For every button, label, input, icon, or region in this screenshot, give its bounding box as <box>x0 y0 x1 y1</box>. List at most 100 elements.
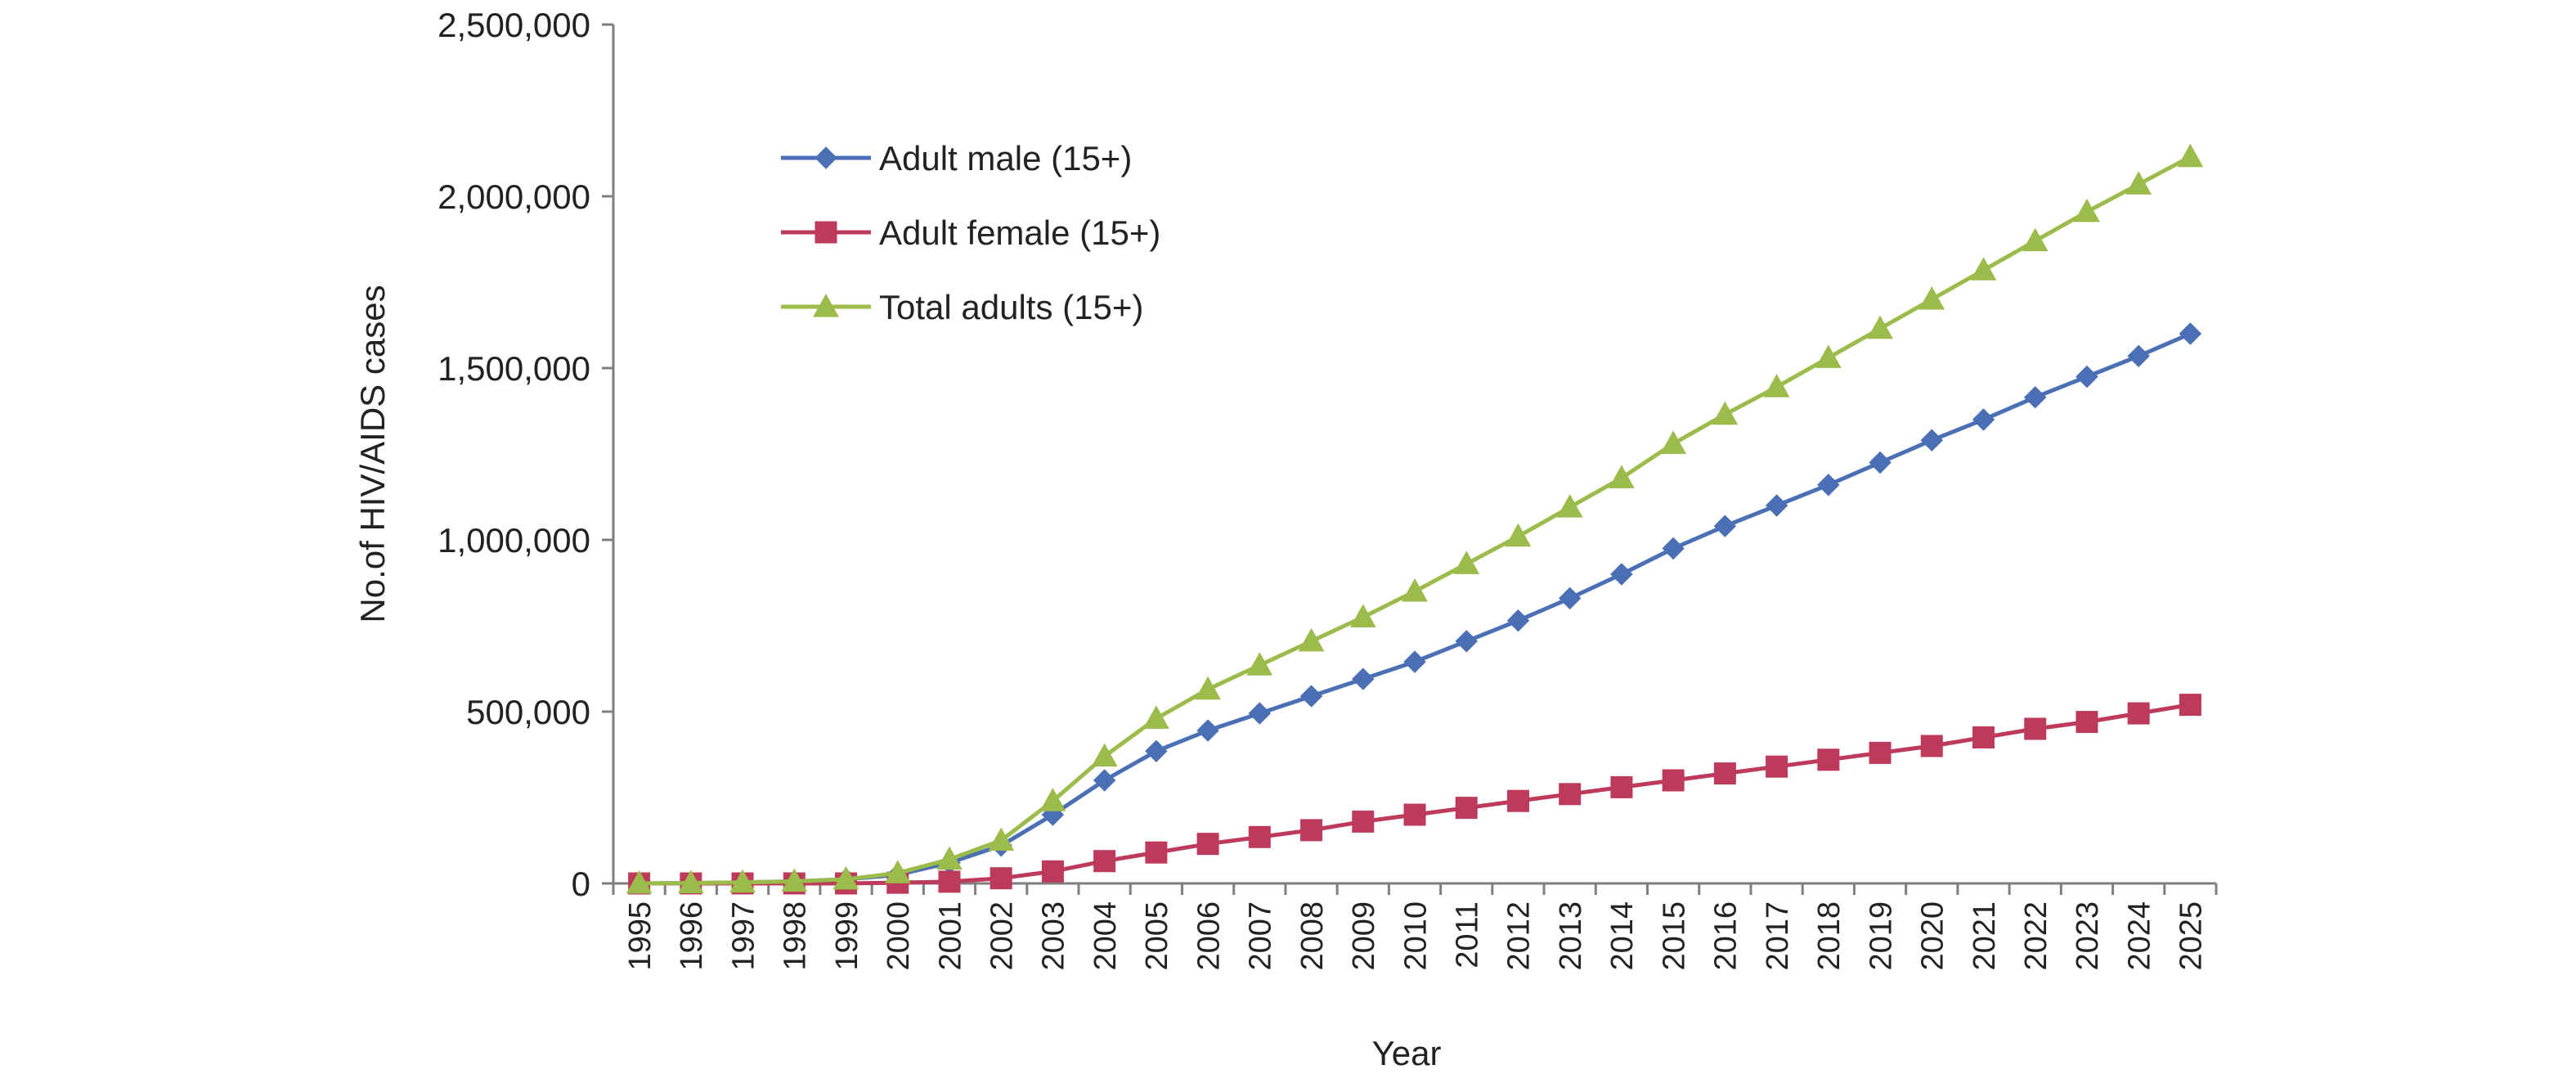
data-point <box>1039 788 1066 811</box>
data-point <box>1352 810 1375 833</box>
x-tick-label: 2002 <box>985 901 1019 971</box>
data-point <box>2179 322 2202 345</box>
data-point <box>2024 717 2047 740</box>
data-point <box>1506 609 1530 632</box>
legend-marker <box>815 146 837 169</box>
data-point <box>1713 515 1737 537</box>
data-point <box>1195 676 1221 700</box>
x-tick-label: 2018 <box>1812 901 1847 971</box>
data-point <box>1660 430 1686 454</box>
data-point <box>1455 797 1478 820</box>
data-point <box>1352 667 1375 690</box>
series-group <box>626 143 2204 895</box>
data-point <box>1662 537 1685 560</box>
data-point <box>1349 604 1376 627</box>
data-point <box>1093 850 1116 873</box>
x-tick-label: 1996 <box>675 901 709 971</box>
data-point <box>2177 143 2204 168</box>
data-point <box>936 846 963 870</box>
legend-label: Total adults (15+) <box>879 288 1143 326</box>
data-point <box>988 827 1015 851</box>
y-axis-title: No.of HIV/AIDS cases <box>353 285 392 622</box>
x-tick-label: 2003 <box>1037 901 1071 971</box>
x-tick-label: 2012 <box>1502 901 1537 971</box>
data-point <box>990 867 1012 890</box>
data-point <box>1869 451 1892 474</box>
x-tick-label: 1997 <box>726 901 761 971</box>
y-tick-label: 2,500,000 <box>438 6 590 44</box>
data-point <box>1867 315 1893 339</box>
data-point <box>1970 257 1997 281</box>
y-tick-label: 500,000 <box>466 693 590 731</box>
x-tick-label: 2023 <box>2071 901 2105 971</box>
data-point <box>677 870 704 894</box>
data-point <box>884 860 911 883</box>
data-point <box>1815 344 1842 368</box>
legend-item: Adult female (15+) <box>781 213 1160 252</box>
data-point <box>1972 726 1995 748</box>
legend-item: Adult male (15+) <box>781 139 1132 178</box>
x-axis-title: Year <box>1372 1034 1442 1072</box>
data-point <box>1093 769 1116 792</box>
series-line <box>639 155 2192 886</box>
data-point <box>729 869 756 893</box>
data-point <box>1817 748 1840 771</box>
y-tick-label: 1,000,000 <box>438 521 590 559</box>
x-tick-label: 2008 <box>1295 901 1330 971</box>
data-point <box>1298 627 1325 652</box>
y-axis-ticks: 0 500,000 1,000,000 1,500,000 2,000,000 2,500… <box>438 6 613 903</box>
data-point <box>2127 702 2150 725</box>
data-point <box>1403 803 1426 826</box>
legend-label: Adult male (15+) <box>879 139 1132 178</box>
y-tick-label: 1,500,000 <box>438 349 590 388</box>
data-point <box>1920 429 1943 452</box>
x-tick-label: 2024 <box>2122 901 2156 971</box>
data-point <box>1713 762 1736 785</box>
data-point <box>1403 650 1426 673</box>
data-point <box>1455 630 1478 653</box>
data-point <box>2074 198 2100 222</box>
data-point <box>1248 825 1271 848</box>
data-point <box>781 868 808 892</box>
x-tick-label: 2019 <box>1864 901 1898 971</box>
axes <box>612 25 2216 885</box>
data-point <box>1763 374 1790 398</box>
data-point <box>832 865 859 890</box>
data-point <box>1766 755 1788 778</box>
y-tick-label: 0 <box>572 865 590 903</box>
data-point <box>1610 563 1633 586</box>
series-3 <box>626 143 2204 894</box>
data-point <box>1609 465 1635 488</box>
data-point <box>2024 385 2047 409</box>
x-tick-label: 2022 <box>2019 901 2053 971</box>
data-point <box>1662 769 1685 792</box>
data-point <box>1610 775 1633 798</box>
x-tick-label: 1999 <box>830 901 864 971</box>
x-tick-label: 2005 <box>1140 901 1174 971</box>
data-point <box>1300 819 1323 842</box>
x-tick-label: 2015 <box>1657 901 1691 971</box>
legend-marker <box>813 293 839 317</box>
data-point <box>2179 694 2201 717</box>
data-point <box>1556 494 1583 518</box>
data-point <box>1559 783 1582 806</box>
data-point <box>1143 705 1169 729</box>
series-2 <box>628 694 2201 895</box>
x-tick-label: 1995 <box>623 901 657 971</box>
x-tick-label: 2020 <box>1916 901 1950 971</box>
data-point <box>2127 344 2150 368</box>
data-point <box>626 870 653 894</box>
data-point <box>1196 833 1219 856</box>
x-axis-ticks: 1995 1996 1997 1998 1999 2000 2001 2002 2003 2004… <box>612 883 2218 971</box>
data-point <box>1919 285 1945 310</box>
data-point <box>1869 741 1892 764</box>
series-line <box>639 331 2192 886</box>
data-point <box>2076 711 2098 734</box>
x-tick-label: 2016 <box>1709 901 1744 971</box>
data-point <box>2076 365 2098 389</box>
x-tick-label: 2007 <box>1244 901 1278 971</box>
x-tick-label: 2000 <box>882 901 916 971</box>
data-point <box>1145 841 1168 864</box>
data-point <box>1920 735 1943 757</box>
